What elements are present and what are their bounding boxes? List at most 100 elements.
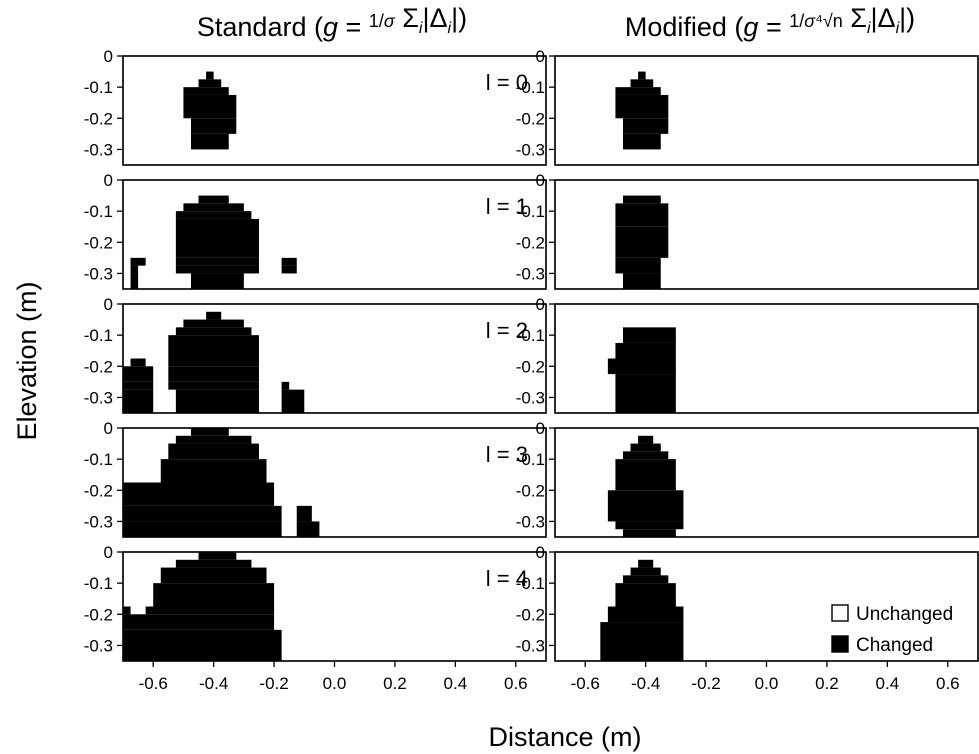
y-tick-label: -0.3 — [516, 512, 545, 531]
changed-cell — [615, 521, 684, 530]
changed-cell — [615, 459, 676, 491]
changed-cell — [190, 273, 244, 289]
iteration-label: l = 0 — [486, 70, 528, 95]
y-tick-label: -0.1 — [84, 202, 113, 221]
panel-border — [554, 179, 979, 290]
legend-label-unchanged: Unchanged — [856, 604, 953, 625]
y-tick-label: -0.3 — [516, 388, 545, 407]
changed-cell — [622, 118, 669, 134]
changed-cell — [175, 559, 252, 568]
changed-cell — [123, 482, 275, 506]
panel-modified-l3: 0 -0.1 -0.2 -0.3 — [516, 419, 979, 538]
x-tick-label: -0.6 — [571, 674, 600, 693]
changed-cell — [622, 195, 661, 204]
legend-swatch-unchanged — [831, 604, 849, 622]
changed-cell — [615, 87, 661, 95]
y-tick-label: 0 — [536, 295, 545, 314]
changed-cell — [198, 195, 229, 204]
changed-cell — [206, 71, 214, 80]
changed-cell — [183, 203, 244, 212]
changed-cell — [160, 459, 267, 483]
changed-cell — [615, 342, 676, 359]
changed-cell — [183, 87, 229, 95]
x-tick-label: 0.0 — [323, 674, 347, 693]
changed-cell — [123, 614, 275, 630]
y-tick-label: -0.2 — [516, 233, 545, 252]
changed-cell — [175, 327, 252, 336]
column-title-standard: Standard (g = 1/σ Σi|Δi|) — [197, 3, 467, 42]
y-tick-label: -0.3 — [84, 512, 113, 531]
changed-cell — [130, 257, 146, 266]
changed-cell — [198, 79, 222, 88]
changed-cell — [175, 389, 259, 413]
y-tick-label: 0 — [104, 295, 113, 314]
changed-cell — [190, 133, 229, 150]
changed-cell — [615, 203, 669, 227]
legend-label-changed: Changed — [856, 635, 933, 656]
panel-border — [122, 427, 547, 538]
panel-border — [122, 179, 547, 290]
changed-cell — [622, 575, 669, 584]
changed-cell — [622, 451, 669, 460]
x-tick-label: -0.4 — [199, 674, 228, 693]
iteration-label: l = 1 — [486, 194, 528, 219]
x-tick-label: -0.2 — [691, 674, 720, 693]
y-tick-label: -0.2 — [84, 605, 113, 624]
changed-cell — [168, 366, 259, 382]
changed-cell — [130, 265, 139, 274]
x-tick-label: 0.4 — [444, 674, 468, 693]
changed-cell — [607, 358, 676, 375]
y-tick-label: -0.1 — [84, 78, 113, 97]
y-tick-label: 0 — [104, 171, 113, 190]
y-tick-label: -0.2 — [84, 481, 113, 500]
x-tick-label: 0.6 — [504, 674, 528, 693]
changed-cell — [153, 583, 275, 607]
changed-cell — [130, 273, 139, 289]
changed-cell — [190, 118, 237, 134]
panel-standard-l0: 0 -0.1 -0.2 -0.3 l = 0 — [84, 47, 547, 166]
changed-cell — [296, 521, 320, 537]
panel-standard-l1: 0 -0.1 -0.2 -0.3 l = 1 — [84, 171, 547, 290]
changed-cell — [123, 606, 131, 615]
changed-cell — [281, 381, 290, 390]
changed-cell — [123, 366, 154, 382]
changed-cell — [615, 257, 661, 274]
x-tick-label: -0.4 — [631, 674, 660, 693]
y-tick-label: -0.2 — [516, 605, 545, 624]
y-tick-label: -0.1 — [516, 202, 545, 221]
changed-cell — [145, 606, 275, 615]
iteration-label: l = 2 — [486, 318, 528, 343]
x-tick-label: 0.6 — [936, 674, 960, 693]
y-tick-label: -0.3 — [84, 264, 113, 283]
changed-cell — [175, 211, 252, 219]
changed-cell — [168, 381, 259, 390]
changed-cell — [175, 257, 259, 266]
panel-modified-l2: 0 -0.1 -0.2 -0.3 — [516, 295, 979, 414]
y-tick-label: 0 — [536, 419, 545, 438]
panel-standard-l4: 0 -0.1 -0.2 -0.3 l = 4 — [84, 543, 547, 667]
panel-border — [554, 55, 979, 166]
changed-cell — [638, 71, 646, 80]
panel-border — [122, 303, 547, 414]
y-tick-label: 0 — [536, 47, 545, 66]
changed-cell — [607, 490, 684, 522]
changed-cell — [168, 443, 259, 460]
y-tick-label: -0.2 — [516, 109, 545, 128]
changed-cell — [206, 311, 222, 320]
y-tick-label: 0 — [104, 47, 113, 66]
x-axis-title: Distance (m) — [488, 722, 641, 752]
iteration-label: l = 3 — [486, 442, 528, 467]
panel-modified-l1: 0 -0.1 -0.2 -0.3 — [516, 171, 979, 290]
changed-cell — [168, 335, 259, 359]
y-axis-title: Elevation (m) — [12, 281, 42, 440]
changed-cell — [123, 505, 282, 522]
y-tick-label: -0.2 — [84, 357, 113, 376]
changed-cell — [638, 559, 654, 568]
y-tick-label: -0.3 — [84, 140, 113, 159]
changed-cell — [615, 583, 676, 607]
changed-cell — [622, 327, 676, 343]
changed-cell — [175, 435, 252, 444]
iteration-label: l = 4 — [486, 566, 528, 591]
legend: Unchanged Changed — [831, 604, 953, 656]
